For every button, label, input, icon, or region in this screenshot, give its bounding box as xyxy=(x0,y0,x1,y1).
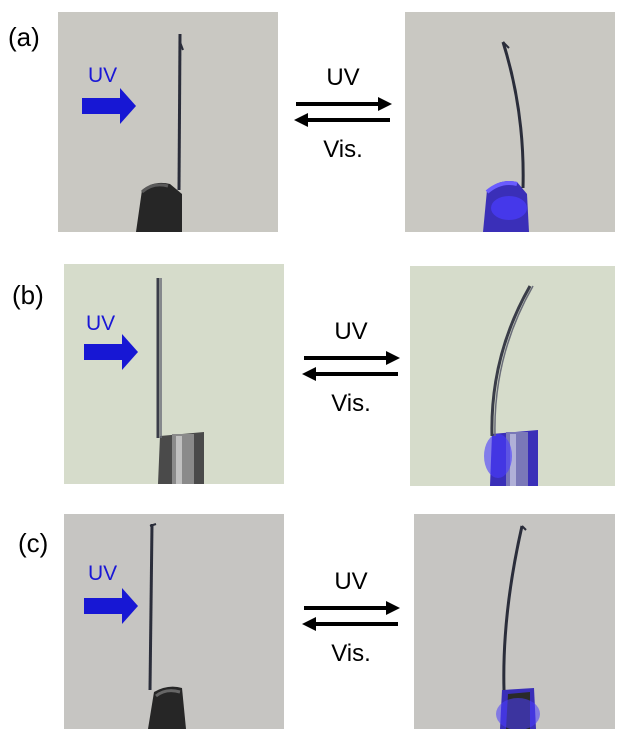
uv-arrow-icon xyxy=(82,88,136,124)
double-arrow-icon xyxy=(302,351,400,381)
forward-label-b: UV xyxy=(334,318,368,345)
uv-indicator-label-a: UV xyxy=(88,64,118,87)
panel-label-a: (a) xyxy=(8,22,40,52)
reverse-label-a: Vis. xyxy=(323,136,363,163)
panel-label-c: (c) xyxy=(18,528,49,558)
photo-a-before xyxy=(58,12,278,232)
uv-indicator-label-c: UV xyxy=(88,562,118,585)
forward-label-c: UV xyxy=(334,568,368,595)
reversible-arrows-b: UV Vis. xyxy=(296,318,406,438)
photo-c-after xyxy=(414,514,615,729)
uv-arrow-icon xyxy=(84,334,138,370)
uv-indicator-label-b: UV xyxy=(86,312,116,335)
photo-b-after xyxy=(410,266,615,486)
reversible-arrows-c: UV Vis. xyxy=(296,568,406,688)
photo-b-before xyxy=(64,264,284,484)
reversible-arrows-a: UV Vis. xyxy=(288,64,398,184)
reverse-label-b: Vis. xyxy=(331,390,371,417)
reverse-label-c: Vis. xyxy=(331,640,371,667)
double-arrow-icon xyxy=(302,601,400,631)
panel-label-b: (b) xyxy=(12,280,44,310)
double-arrow-icon xyxy=(294,97,392,127)
photo-a-after xyxy=(405,12,615,232)
forward-label-a: UV xyxy=(326,64,360,91)
photo-c-before xyxy=(64,514,284,729)
uv-arrow-icon xyxy=(84,588,138,624)
